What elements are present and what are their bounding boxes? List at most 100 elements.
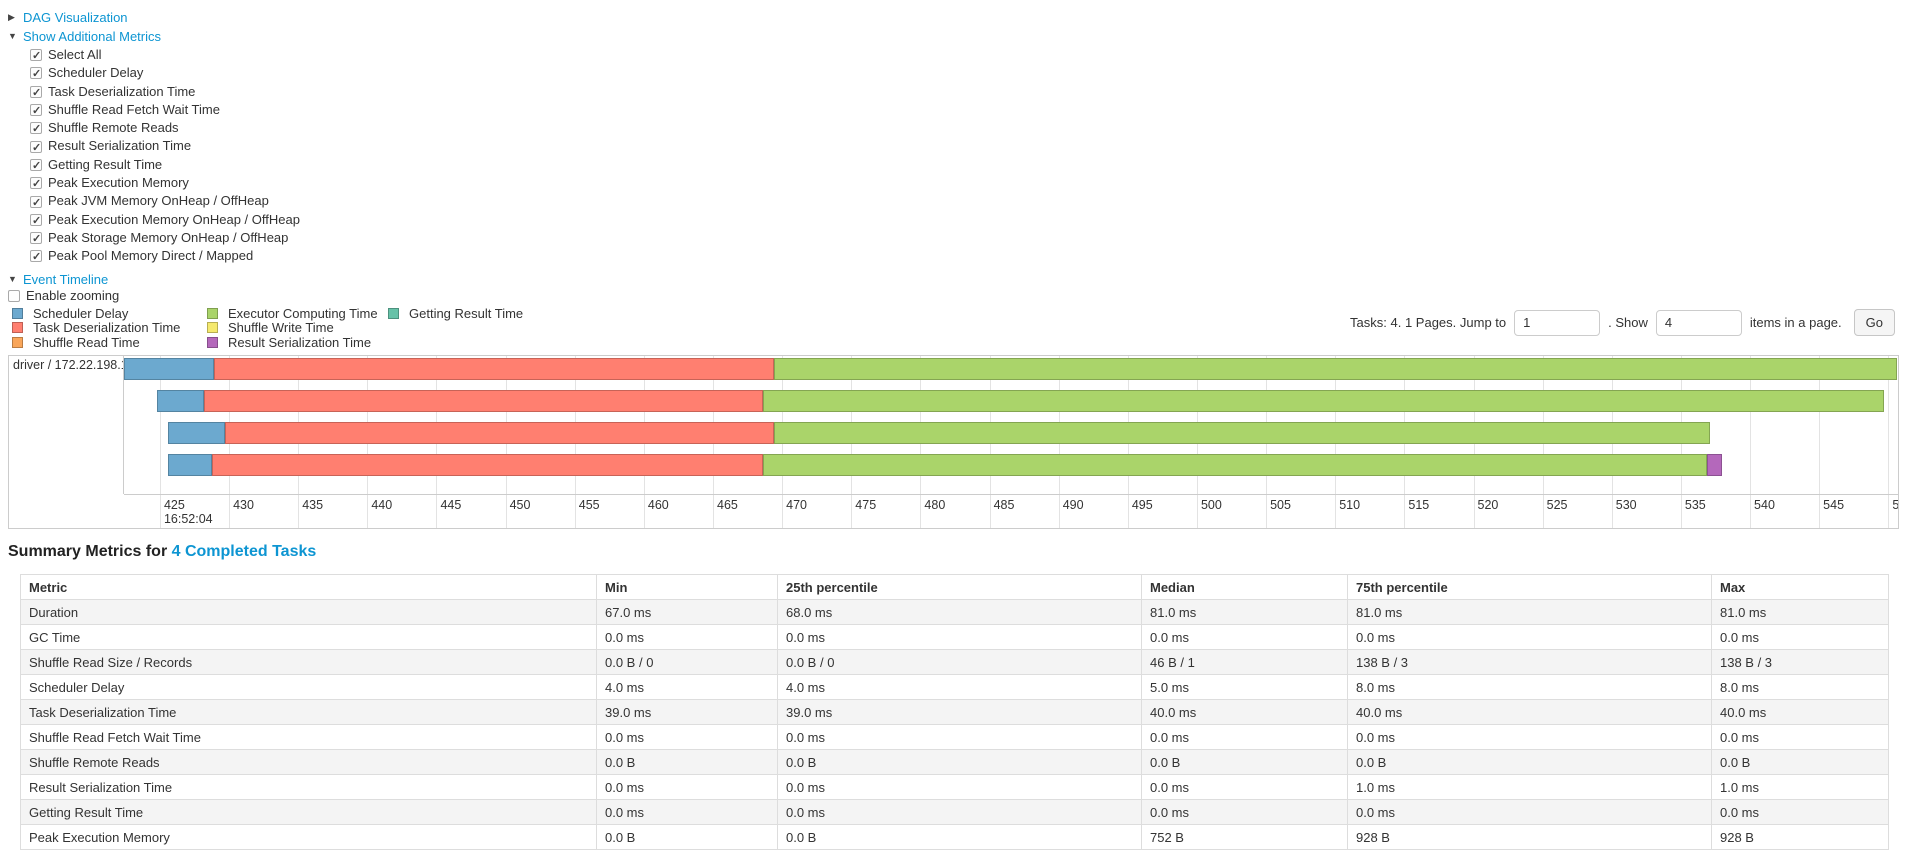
- metric-checkbox-shuffle-remote-reads[interactable]: Shuffle Remote Reads: [30, 119, 300, 139]
- task_deserialization-segment[interactable]: [213, 358, 774, 380]
- checkbox-label: Result Serialization Time: [48, 138, 192, 154]
- scheduler_delay-segment[interactable]: [124, 358, 214, 380]
- items-per-page-input[interactable]: [1655, 309, 1742, 336]
- enable-zooming-checkbox[interactable]: Enable zooming: [8, 287, 300, 305]
- gridline: [1542, 495, 1544, 528]
- event-timeline-toggle[interactable]: ▼ Event Timeline: [8, 270, 108, 289]
- checkbox-icon[interactable]: [30, 65, 42, 84]
- metric-checkbox-peak-execution-memory-onheap-offheap[interactable]: Peak Execution Memory OnHeap / OffHeap: [30, 211, 300, 230]
- table-row: Result Serialization Time 0.0 ms 0.0 ms 0.0…: [20, 774, 1889, 800]
- legend-item: Task Deserialization Time: [12, 320, 181, 335]
- metric-checkbox-getting-result-time[interactable]: Getting Result Time: [30, 156, 300, 175]
- gridline: [1819, 356, 1821, 494]
- metric-checkbox-task-deserialization-time[interactable]: Task Deserialization Time: [30, 83, 300, 102]
- gridline: [574, 495, 576, 528]
- checkbox-icon[interactable]: [30, 212, 42, 230]
- metric-value-cell: 0.0 ms: [777, 799, 1142, 825]
- checkbox-icon[interactable]: [30, 84, 42, 102]
- go-button[interactable]: Go: [1853, 309, 1895, 336]
- checkbox-icon[interactable]: [30, 139, 42, 157]
- gridline: [1058, 495, 1060, 528]
- axis-tick-label: 475: [855, 498, 877, 512]
- executor_computing-segment[interactable]: [762, 454, 1708, 476]
- metric-value-cell: 928 B: [1711, 824, 1889, 850]
- legend-column: Scheduler Delay Task Deserialization Time…: [12, 306, 180, 350]
- metric-value-cell: 4.0 ms: [596, 674, 778, 700]
- metric-name-cell: Shuffle Read Size / Records: [20, 649, 597, 675]
- gridline: [713, 495, 715, 528]
- checkbox-icon[interactable]: [30, 248, 42, 267]
- checkbox-icon[interactable]: [30, 194, 42, 212]
- items-in-page-text: items in a page.: [1749, 315, 1842, 330]
- scheduler_delay-segment[interactable]: [157, 390, 205, 412]
- metric-value-cell: 0.0 B: [1347, 749, 1712, 775]
- gridline: [643, 495, 645, 528]
- executor_computing-segment[interactable]: [773, 358, 1897, 380]
- metric-checkbox-peak-execution-memory[interactable]: Peak Execution Memory: [30, 174, 300, 194]
- executor_computing-segment[interactable]: [773, 422, 1710, 444]
- metric-name-cell: Shuffle Read Fetch Wait Time: [20, 724, 597, 750]
- metric-value-cell: 0.0 ms: [777, 774, 1142, 800]
- gridline: [1611, 495, 1613, 528]
- legend-label: Task Deserialization Time: [33, 320, 181, 335]
- scheduler_delay-segment[interactable]: [168, 422, 225, 444]
- checkbox-icon[interactable]: [8, 289, 20, 302]
- task_deserialization-segment[interactable]: [212, 454, 763, 476]
- axis-tick-label: 425: [163, 498, 185, 512]
- axis-tick-label: 515: [1408, 498, 1430, 512]
- scheduler_delay-segment[interactable]: [168, 454, 213, 476]
- gridline: [1750, 495, 1752, 528]
- metric-name-cell: Task Deserialization Time: [20, 699, 597, 725]
- gridline: [1196, 495, 1198, 528]
- scheduler_delay-swatch-icon: [12, 307, 23, 319]
- metric-value-cell: 46 B / 1: [1141, 649, 1348, 675]
- metric-value-cell: 752 B: [1141, 824, 1348, 850]
- metric-value-cell: 0.0 ms: [1141, 774, 1348, 800]
- checkbox-icon[interactable]: [30, 102, 42, 120]
- metric-value-cell: 0.0 B / 0: [777, 649, 1142, 675]
- metric-value-cell: 1.0 ms: [1347, 774, 1712, 800]
- metric-value-cell: 0.0 ms: [1141, 624, 1348, 650]
- metric-checkbox-peak-pool-memory-direct-mapped[interactable]: Peak Pool Memory Direct / Mapped: [30, 247, 300, 267]
- checkbox-icon[interactable]: [30, 157, 42, 175]
- axis-tick-label: 545: [1823, 498, 1845, 512]
- enable-zooming-label: Enable zooming: [26, 287, 120, 303]
- checkbox-icon[interactable]: [30, 120, 42, 139]
- metric-checkbox-peak-jvm-memory-onheap-offheap[interactable]: Peak JVM Memory OnHeap / OffHeap: [30, 192, 300, 212]
- task_deserialization-segment[interactable]: [204, 390, 763, 412]
- gridline: [782, 495, 784, 528]
- checkbox-label: Getting Result Time: [48, 156, 163, 172]
- axis-tick-label: 525: [1546, 498, 1568, 512]
- metric-checkbox-scheduler-delay[interactable]: Scheduler Delay: [30, 64, 300, 84]
- show-additional-metrics-toggle[interactable]: ▼ Show Additional Metrics: [8, 27, 161, 46]
- checkbox-icon[interactable]: [30, 175, 42, 194]
- legend-column: Executor Computing Time Shuffle Write Tim…: [207, 306, 378, 350]
- task-bar-2: [124, 390, 1898, 412]
- jump-to-page-input[interactable]: [1514, 309, 1601, 336]
- metric-checkbox-shuffle-read-fetch-wait-time[interactable]: Shuffle Read Fetch Wait Time: [30, 101, 300, 120]
- metric-value-cell: 81.0 ms: [1141, 599, 1348, 625]
- metric-value-cell: 0.0 ms: [1711, 724, 1889, 750]
- checkbox-label: Shuffle Remote Reads: [48, 120, 179, 136]
- task_deserialization-segment[interactable]: [224, 422, 774, 444]
- checkbox-icon[interactable]: [30, 230, 42, 248]
- metric-checkbox-result-serialization-time[interactable]: Result Serialization Time: [30, 137, 300, 157]
- axis-time-label: 16:52:04: [163, 512, 213, 526]
- show-additional-metrics-label: Show Additional Metrics: [23, 29, 162, 44]
- gridline: [1473, 495, 1475, 528]
- executor_computing-segment[interactable]: [762, 390, 1885, 412]
- metric-value-cell: 138 B / 3: [1347, 649, 1712, 675]
- axis-tick-label: 520: [1477, 498, 1499, 512]
- result_serialization-segment[interactable]: [1707, 454, 1723, 476]
- tasks-count-text: Tasks: 4. 1 Pages. Jump to: [1350, 315, 1507, 330]
- completed-tasks-link[interactable]: 4 Completed Tasks: [171, 543, 317, 560]
- dag-visualization-toggle[interactable]: ▶ DAG Visualization: [8, 8, 128, 27]
- checkbox-icon[interactable]: [30, 47, 42, 65]
- shuffle_read-swatch-icon: [12, 336, 23, 348]
- gridline: [159, 356, 161, 494]
- metric-value-cell: 0.0 ms: [596, 624, 778, 650]
- metric-name-cell: Duration: [20, 599, 597, 625]
- metric-checkbox-select-all[interactable]: Select All: [30, 46, 300, 65]
- metric-checkbox-peak-storage-memory-onheap-offheap[interactable]: Peak Storage Memory OnHeap / OffHeap: [30, 229, 300, 248]
- table-row: Shuffle Read Size / Records 0.0 B / 0 0.0 …: [20, 649, 1889, 675]
